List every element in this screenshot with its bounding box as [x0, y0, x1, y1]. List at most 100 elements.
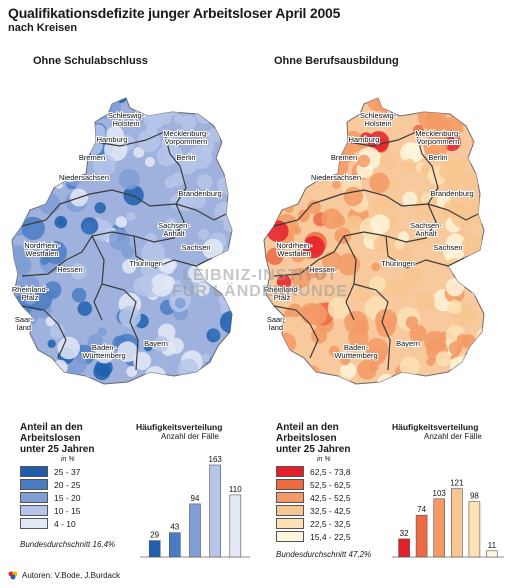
- legend-unit-left: in %: [61, 456, 75, 463]
- district-patch: [14, 178, 24, 188]
- state-label: Sachsen-Anhalt: [410, 221, 442, 238]
- histogram-value-label: 29: [150, 531, 159, 540]
- state-label: Thüringen: [381, 259, 415, 268]
- district-patch: [16, 183, 37, 204]
- state-label: Bremen: [79, 153, 105, 162]
- district-patch: [80, 217, 99, 235]
- legend-row: 32,5 - 42,5: [276, 505, 351, 516]
- district-patch: [471, 127, 484, 149]
- state-label: Sachsen: [181, 243, 210, 252]
- district-patch: [177, 98, 192, 108]
- district-patch: [144, 104, 164, 124]
- district-patch: [264, 119, 268, 132]
- district-patch: [93, 363, 111, 381]
- district-patch: [12, 203, 26, 217]
- histogram-bar: [433, 498, 446, 558]
- institute-logo-icon: [8, 571, 18, 580]
- legend-label: 15 - 20: [54, 492, 81, 503]
- district-patch: [143, 342, 153, 352]
- state-border: [21, 305, 67, 359]
- legend-row: 22,5 - 32,5: [276, 518, 351, 529]
- histogram-value-label: 43: [170, 523, 179, 532]
- state-label: Brandenburg: [430, 189, 473, 198]
- district-patch: [190, 193, 206, 209]
- state-border: [133, 203, 185, 243]
- district-patch: [432, 120, 452, 140]
- legend-label: 15,4 - 22,5: [310, 531, 351, 542]
- average-right: Bundesdurchschnitt 47,2%: [276, 550, 372, 559]
- district-patch: [137, 129, 161, 153]
- district-patch: [291, 225, 302, 235]
- legend-label: 4 - 10: [54, 518, 76, 529]
- district-patch: [133, 352, 152, 370]
- district-patch: [399, 356, 420, 377]
- district-patch: [439, 161, 459, 181]
- district-patch: [14, 286, 27, 299]
- district-patch: [342, 130, 364, 153]
- district-patch: [28, 287, 53, 312]
- legend-row: 20 - 25: [20, 479, 80, 490]
- legend-heading-left: Anteil an den Arbeitslosen unter 25 Jahr…: [20, 422, 94, 455]
- district-patch: [264, 173, 272, 191]
- state-border: [133, 235, 213, 269]
- legend-swatch: [276, 492, 304, 503]
- district-patch: [461, 171, 479, 190]
- district-patch: [300, 306, 310, 316]
- district-patch: [423, 134, 448, 159]
- state-label: Hessen: [309, 265, 334, 274]
- district-patch: [59, 121, 70, 131]
- district-patch: [475, 327, 484, 347]
- district-patch: [82, 104, 97, 120]
- district-patch: [280, 109, 293, 122]
- district-patch: [117, 341, 138, 363]
- district-patch: [95, 344, 114, 364]
- legend-swatch: [276, 531, 304, 542]
- legend-label: 20 - 25: [54, 479, 81, 490]
- map-ohne-schulabschluss: Schleswig-Holstein Mecklenburg-Vorpommern…: [11, 97, 233, 385]
- district-patch: [133, 276, 153, 296]
- district-patch: [48, 123, 59, 134]
- state-border: [95, 131, 165, 147]
- district-patch: [284, 98, 296, 109]
- state-label: Mecklenburg-Vorpommern: [415, 129, 461, 146]
- district-patch: [447, 299, 462, 315]
- district-patch: [165, 218, 177, 229]
- district-patch: [274, 332, 297, 354]
- district-patch: [50, 147, 59, 156]
- district-patch: [327, 297, 350, 320]
- state-border: [21, 203, 61, 227]
- legend-label: 10 - 15: [54, 505, 81, 516]
- district-patch: [94, 202, 106, 214]
- district-patch: [455, 378, 466, 384]
- state-border: [353, 283, 391, 371]
- state-border: [385, 203, 437, 243]
- district-patch: [318, 98, 341, 120]
- district-patch: [311, 100, 333, 121]
- district-patch: [264, 189, 270, 205]
- district-patch: [299, 98, 319, 110]
- district-patch: [305, 303, 328, 326]
- district-patch: [12, 114, 25, 129]
- legend-swatch: [20, 479, 48, 490]
- district-patch: [48, 98, 69, 108]
- district-patch: [70, 263, 87, 280]
- histogram-subtitle-right: Anzahl der Fälle: [424, 432, 482, 441]
- district-patch: [357, 154, 371, 168]
- district-patch: [60, 115, 82, 138]
- district-patch: [214, 106, 230, 122]
- district-patch: [202, 238, 224, 260]
- state-label: Sachsen-Anhalt: [158, 221, 190, 238]
- district-patch: [479, 202, 484, 214]
- histogram-subtitle-left: Anzahl der Fälle: [161, 432, 219, 441]
- district-patch: [49, 323, 65, 339]
- legend-heading-line: unter 25 Jahren: [20, 444, 95, 455]
- legend-swatch: [276, 466, 304, 477]
- footer: Autoren: V.Bode, J.Burdack: [8, 570, 120, 580]
- district-patch: [301, 140, 318, 157]
- district-patch: [71, 287, 87, 303]
- district-patch: [357, 137, 370, 150]
- histogram-bar: [229, 494, 242, 558]
- district-patch: [292, 98, 310, 113]
- district-patch: [408, 98, 420, 102]
- district-patch: [106, 126, 124, 144]
